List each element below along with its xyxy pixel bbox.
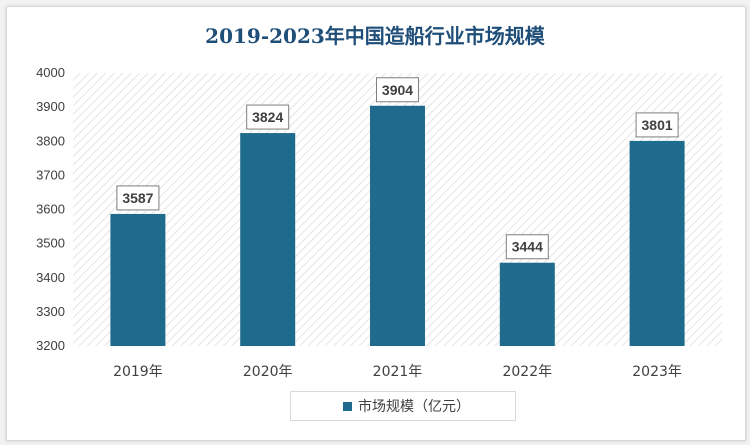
bar xyxy=(499,262,555,346)
x-tick-label: 2021年 xyxy=(373,364,423,380)
y-tick-label: 3500 xyxy=(36,236,65,251)
legend-label: 市场规模（亿元） xyxy=(358,399,470,415)
x-axis: 2019年 2020年 2021年 2022年 2023年 xyxy=(113,364,682,380)
data-label-box xyxy=(116,185,160,211)
data-label: 3904 xyxy=(382,82,413,98)
data-label: 3444 xyxy=(512,239,543,255)
legend-swatch xyxy=(343,401,352,411)
y-tick-label: 4000 xyxy=(36,65,65,80)
y-tick-label: 3600 xyxy=(36,202,65,217)
data-label-box xyxy=(635,112,679,138)
x-tick-label: 2022年 xyxy=(502,364,552,380)
chart-title: 2019-2023年中国造船行业市场规模 xyxy=(205,24,545,48)
data-label: 3587 xyxy=(122,190,153,206)
y-tick-label: 3400 xyxy=(36,270,65,285)
y-tick-label: 3700 xyxy=(36,167,65,182)
legend: 市场规模（亿元） xyxy=(290,391,516,421)
y-axis: 3200 3300 3400 3500 3600 3700 3800 3900 4000 xyxy=(36,65,65,353)
x-tick-label: 2023年 xyxy=(632,364,682,380)
bar xyxy=(370,105,425,346)
x-tick-label: 2019年 xyxy=(113,364,163,380)
data-label-box xyxy=(376,77,419,103)
y-tick-label: 3900 xyxy=(36,99,65,114)
data-label: 3824 xyxy=(252,109,283,125)
y-tick-label: 3300 xyxy=(36,304,65,319)
data-labels-group: 3587 3824 3904 3444 3801 xyxy=(116,77,679,260)
data-label: 3801 xyxy=(642,117,673,133)
x-tick-label: 2020年 xyxy=(243,364,293,380)
data-label-box xyxy=(505,234,549,260)
bar xyxy=(240,133,296,346)
data-label-box xyxy=(246,104,290,130)
bar xyxy=(110,213,166,346)
bar xyxy=(629,140,685,346)
bars-group xyxy=(110,105,685,346)
y-tick-label: 3800 xyxy=(36,133,65,148)
y-tick-label: 3200 xyxy=(36,338,65,353)
